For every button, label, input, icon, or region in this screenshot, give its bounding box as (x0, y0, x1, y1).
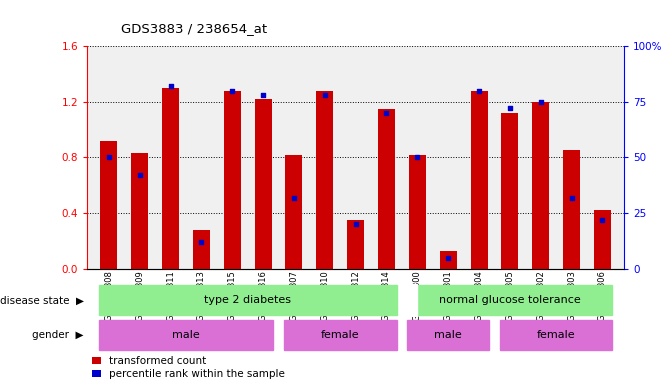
Text: GDS3883 / 238654_at: GDS3883 / 238654_at (121, 22, 267, 35)
Point (134, 172, 145, 178)
Text: type 2 diabetes: type 2 diabetes (204, 295, 291, 306)
Text: disease state  ▶: disease state ▶ (0, 295, 84, 306)
Bar (532, 102, 550, 269)
Bar (500, 320, 613, 350)
Bar (223, 91, 241, 269)
Bar (493, 319, 496, 351)
Text: female: female (321, 330, 360, 340)
Bar (284, 320, 397, 350)
Point (443, 255, 454, 261)
Text: normal glucose tolerance: normal glucose tolerance (439, 295, 581, 306)
Bar (563, 151, 580, 269)
Point (535, 99, 546, 105)
Point (474, 88, 484, 94)
Bar (402, 284, 417, 317)
Bar (407, 320, 489, 350)
Point (196, 239, 207, 245)
Text: male: male (434, 330, 462, 340)
Point (227, 88, 238, 94)
Point (258, 92, 268, 98)
Bar (347, 220, 364, 269)
Point (165, 83, 176, 89)
Bar (409, 155, 426, 269)
Legend: transformed count, percentile rank within the sample: transformed count, percentile rank withi… (93, 356, 285, 379)
Point (103, 154, 114, 161)
Bar (316, 91, 333, 269)
Bar (277, 319, 280, 351)
Bar (285, 155, 303, 269)
Point (319, 92, 330, 98)
Text: gender  ▶: gender ▶ (32, 330, 84, 340)
Point (505, 105, 515, 111)
Point (566, 194, 577, 200)
Bar (440, 251, 457, 269)
Point (597, 217, 608, 223)
Bar (101, 141, 117, 269)
Point (381, 110, 392, 116)
Bar (254, 99, 272, 269)
Point (350, 221, 361, 227)
Text: female: female (537, 330, 576, 340)
Bar (193, 230, 210, 269)
Bar (132, 153, 148, 269)
Text: male: male (172, 330, 200, 340)
Bar (501, 113, 519, 269)
Bar (594, 210, 611, 269)
Bar (99, 285, 397, 315)
Bar (401, 319, 403, 351)
Point (412, 154, 423, 161)
Bar (378, 109, 395, 269)
Point (289, 194, 299, 200)
Bar (407, 285, 613, 315)
Bar (470, 91, 488, 269)
Bar (162, 88, 179, 269)
Bar (99, 320, 273, 350)
